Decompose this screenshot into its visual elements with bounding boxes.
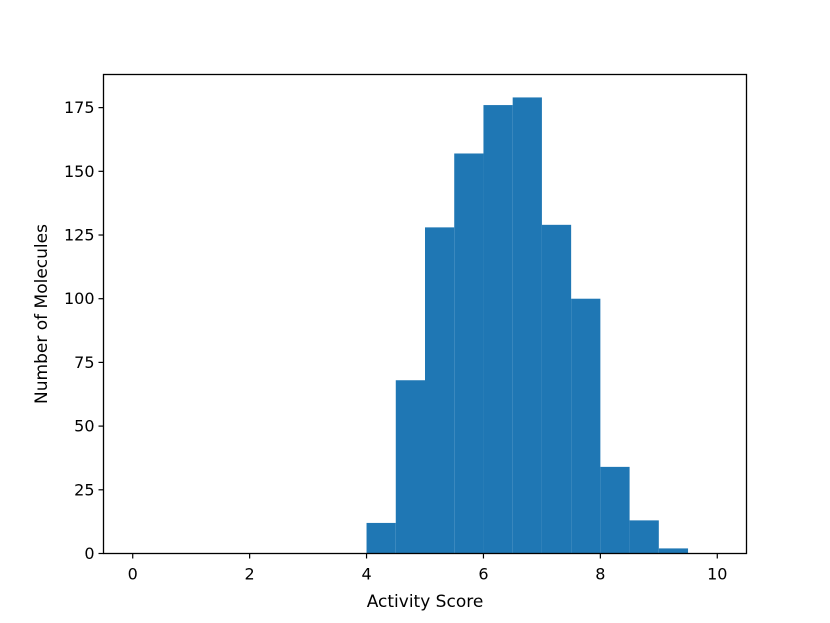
x-tick-label: 8 (595, 565, 605, 584)
plot-frame (102, 73, 748, 555)
histogram-bar-12 (483, 105, 513, 554)
y-tick-label: 25 (74, 480, 94, 499)
y-axis-label: Number of Molecules (32, 224, 52, 404)
x-tick-label: 6 (478, 565, 488, 584)
x-tick-label: 0 (128, 565, 138, 584)
histogram-bar-16 (600, 466, 630, 554)
x-axis-ticks: 0 2 4 6 8 10 (128, 553, 727, 584)
y-tick-label: 100 (64, 289, 95, 308)
histogram-bar-9 (395, 380, 425, 554)
histogram-bar-14 (541, 224, 572, 554)
y-tick-label: 50 (74, 417, 94, 436)
x-axis-label: Activity Score (367, 592, 484, 612)
y-tick-label: 175 (64, 98, 95, 117)
histogram-bar-11 (454, 153, 484, 554)
y-tick-label: 150 (64, 162, 95, 181)
x-tick-label: 2 (245, 565, 255, 584)
y-axis-ticks: 0 25 50 75 100 125 150 175 (64, 98, 104, 563)
y-tick-label: 75 (74, 353, 94, 372)
histogram-bar-15 (571, 298, 601, 554)
bars-group (366, 97, 689, 554)
histogram-bar-10 (425, 227, 455, 554)
y-tick-label: 0 (84, 544, 94, 563)
histogram-bar-13 (512, 97, 542, 554)
histogram-bar-8 (366, 522, 396, 554)
x-tick-label: 4 (361, 565, 371, 584)
histogram-bar-18 (658, 548, 689, 554)
histogram-bar-17 (629, 520, 659, 554)
y-tick-label: 125 (64, 226, 95, 245)
x-tick-label: 10 (707, 565, 727, 584)
